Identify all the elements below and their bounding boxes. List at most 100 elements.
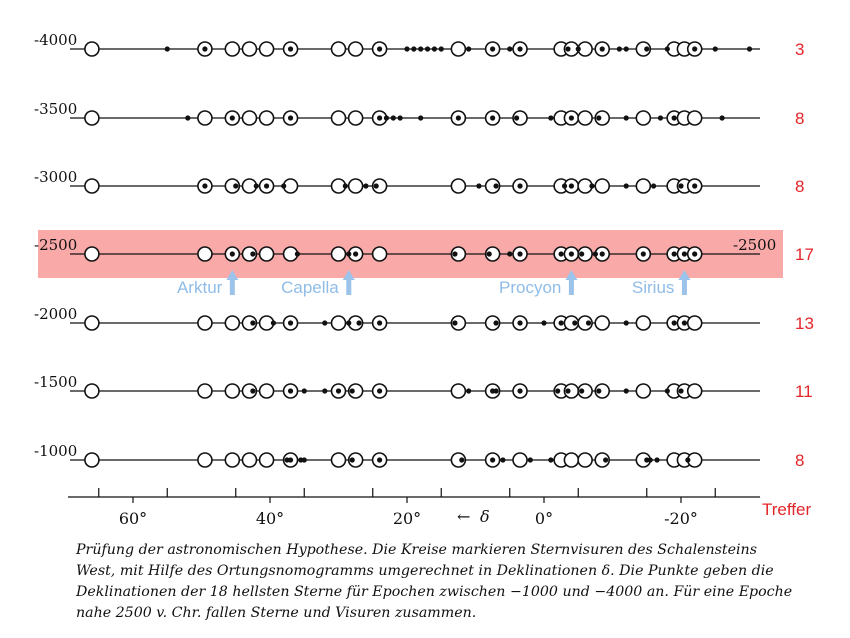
star-dot xyxy=(678,388,684,394)
left-arrow-icon: ← xyxy=(457,507,470,526)
star-dot xyxy=(565,46,571,52)
star-dot xyxy=(644,46,650,52)
sighting-circle xyxy=(450,246,467,262)
star-dot xyxy=(202,46,208,52)
star-dot xyxy=(390,115,396,121)
star-dot xyxy=(452,251,458,257)
star-dot xyxy=(558,251,564,257)
star-dot xyxy=(486,251,492,257)
star-dot xyxy=(517,320,523,326)
sighting-circle xyxy=(330,41,347,57)
sighting-circle xyxy=(84,178,100,194)
star-dot xyxy=(678,183,684,189)
star-dot xyxy=(342,183,348,189)
sighting-circle xyxy=(577,383,593,399)
star-dot xyxy=(623,115,629,121)
arrow-head-icon xyxy=(565,270,578,280)
star-dot xyxy=(322,320,328,326)
x-axis-label: δ xyxy=(480,507,490,526)
hits-count: 11 xyxy=(795,382,813,401)
star-dot xyxy=(466,46,472,52)
epoch-row: -3500 8 xyxy=(34,100,804,128)
star-dot xyxy=(377,115,383,121)
star-dot xyxy=(558,320,564,326)
star-dot xyxy=(377,320,383,326)
sighting-circle xyxy=(512,452,528,468)
hits-count: 8 xyxy=(795,177,804,196)
sighting-circle xyxy=(84,246,100,262)
star-dot xyxy=(424,46,431,52)
star-dot xyxy=(681,251,688,257)
star-dot xyxy=(466,388,472,394)
sighting-circle xyxy=(450,315,467,331)
sighting-circle xyxy=(371,178,388,194)
sighting-circle xyxy=(330,246,347,262)
star-name: Capella xyxy=(281,278,339,297)
star-dot xyxy=(493,388,499,394)
star-dot xyxy=(335,388,342,394)
star-annotation: Sirius xyxy=(632,270,691,297)
star-dot xyxy=(592,251,598,257)
star-dot xyxy=(418,46,424,52)
epoch-label: -1000 xyxy=(34,442,77,460)
epoch-label: -3000 xyxy=(34,168,77,186)
sighting-circle xyxy=(330,315,347,331)
star-dot xyxy=(476,183,482,189)
star-dot xyxy=(322,388,328,394)
star-dot xyxy=(579,251,585,257)
epoch-row: -1000 8 xyxy=(34,442,804,470)
star-dot xyxy=(250,320,256,326)
sighting-circle xyxy=(197,110,213,126)
star-dot xyxy=(589,183,595,189)
sighting-circle xyxy=(577,452,593,468)
star-dot xyxy=(185,115,191,121)
x-tick-label: -20° xyxy=(664,509,698,528)
star-dot xyxy=(418,115,424,121)
star-dot xyxy=(514,115,520,121)
star-dot xyxy=(377,457,383,463)
x-tick-label: 20° xyxy=(393,509,421,528)
star-dot xyxy=(651,183,657,189)
star-dot xyxy=(493,183,499,189)
star-annotation: Procyon xyxy=(499,270,578,297)
sighting-circle xyxy=(450,178,467,194)
star-dot xyxy=(657,115,664,121)
star-dot xyxy=(561,183,568,189)
epoch-row: -2500 -2500 17 xyxy=(34,236,814,264)
sighting-circle xyxy=(330,452,347,468)
star-dot xyxy=(692,183,698,189)
epoch-label: -3500 xyxy=(34,100,77,118)
star-dot xyxy=(623,183,629,189)
star-dot xyxy=(517,183,523,189)
sighting-circle xyxy=(484,315,501,331)
star-dot xyxy=(270,320,277,326)
sighting-circle xyxy=(241,452,258,468)
star-dot xyxy=(565,388,571,394)
star-dot xyxy=(455,115,461,121)
sighting-circle xyxy=(197,246,213,262)
star-dot xyxy=(229,251,235,257)
star-dot xyxy=(346,251,352,257)
x-tick-label: 40° xyxy=(256,509,284,528)
star-dot xyxy=(623,46,629,52)
star-dot xyxy=(301,457,307,463)
epoch-label-right: -2500 xyxy=(733,236,776,254)
star-dot xyxy=(490,46,496,52)
sighting-circle xyxy=(450,383,467,399)
star-dot xyxy=(404,46,410,52)
epoch-label: -2000 xyxy=(34,305,77,323)
sighting-circle xyxy=(224,315,241,331)
star-dot xyxy=(490,457,496,463)
sighting-circle xyxy=(224,452,241,468)
figure-caption: Prüfung der astronomischen Hypothese. Di… xyxy=(76,542,793,621)
sighting-circle xyxy=(258,383,275,399)
star-dot xyxy=(356,320,362,326)
hits-count: 8 xyxy=(795,109,804,128)
star-dot xyxy=(623,388,629,394)
star-dot xyxy=(287,115,294,121)
star-dot xyxy=(517,251,523,257)
star-dot xyxy=(685,457,691,463)
star-dot xyxy=(719,115,725,121)
star-dot xyxy=(596,388,602,394)
sighting-circle xyxy=(224,41,241,57)
